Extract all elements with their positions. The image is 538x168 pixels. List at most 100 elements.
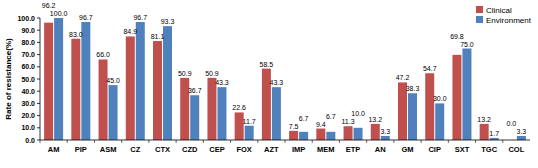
data-label: 10.0	[351, 110, 365, 117]
data-label: 45.0	[106, 77, 120, 84]
y-tick-label: 10.0	[21, 124, 35, 131]
data-label: 6.7	[299, 115, 309, 122]
x-tick-label: PIP	[75, 145, 87, 154]
y-tick-label: 70.0	[21, 51, 35, 58]
bar	[54, 18, 63, 140]
bar	[326, 132, 335, 140]
x-tick-label: CEP	[209, 145, 224, 154]
bar	[190, 95, 199, 140]
data-label: 30.0	[433, 95, 447, 102]
bar	[207, 78, 216, 140]
x-tick-label: GM	[401, 145, 413, 154]
bar	[44, 23, 53, 140]
bar	[425, 73, 434, 140]
x-tick	[421, 140, 422, 143]
y-tick	[37, 91, 40, 92]
x-tick	[67, 140, 68, 143]
data-label: 96.7	[79, 14, 93, 21]
bar	[153, 41, 162, 140]
data-label: 3.3	[380, 128, 390, 135]
x-tick-label: AN	[375, 145, 386, 154]
bar	[136, 22, 145, 140]
data-label: 36.7	[188, 87, 202, 94]
x-tick	[176, 140, 177, 143]
data-label: 43.3	[270, 79, 284, 86]
bar	[381, 136, 390, 140]
data-label: 69.8	[450, 33, 464, 40]
x-tick-label: ETP	[346, 145, 361, 154]
bar	[299, 132, 308, 140]
bars	[44, 18, 526, 140]
y-tick-label: 80.0	[21, 39, 35, 46]
data-label: 38.3	[406, 85, 420, 92]
y-tick	[37, 66, 40, 67]
y-tick-label: 90.0	[21, 27, 35, 34]
x-tick-label: SXT	[455, 145, 470, 154]
x-tick	[230, 140, 231, 143]
x-tick-label: AM	[48, 145, 60, 154]
x-tick	[339, 140, 340, 143]
y-tick-label: 40.0	[21, 88, 35, 95]
data-label: 83.0	[69, 31, 83, 38]
data-label: 66.0	[96, 51, 110, 58]
y-tick-label: 20.0	[21, 112, 35, 119]
x-tick	[121, 140, 122, 143]
data-label: 100.0	[50, 10, 68, 17]
y-tick-label: 0.0	[25, 137, 35, 144]
x-tick	[475, 140, 476, 143]
y-tick	[37, 140, 40, 141]
y-tick-label: 100.0	[17, 15, 35, 22]
bar	[517, 136, 526, 140]
x-tick-label: CZ	[130, 145, 140, 154]
x-tick	[366, 140, 367, 143]
bar	[371, 124, 380, 140]
x-tick	[257, 140, 258, 143]
x-tick	[40, 140, 41, 143]
bar	[354, 128, 363, 140]
x-tick	[285, 140, 286, 143]
data-label: 7.5	[289, 123, 299, 130]
bar	[99, 59, 108, 140]
data-label: 13.2	[368, 116, 382, 123]
data-label: 81.1	[151, 33, 165, 40]
legend-label: Environment	[486, 16, 532, 25]
x-tick-label: ASM	[100, 145, 117, 154]
bar	[245, 126, 254, 140]
data-label: 11.7	[243, 118, 256, 125]
y-tick	[37, 127, 40, 128]
bar	[235, 112, 244, 140]
x-tick	[148, 140, 149, 143]
x-tick	[448, 140, 449, 143]
legend: ClinicalEnvironment	[476, 6, 532, 25]
x-tick-label: COL	[508, 145, 524, 154]
data-label: 58.5	[260, 61, 274, 68]
x-tick-label: CTX	[155, 145, 170, 154]
x-tick	[94, 140, 95, 143]
data-label: 0.0	[507, 120, 517, 127]
bar	[480, 124, 489, 140]
bar	[452, 55, 461, 140]
y-tick	[37, 103, 40, 104]
data-label: 96.7	[133, 14, 147, 21]
legend-swatch	[476, 16, 483, 23]
bar	[462, 49, 471, 141]
x-tick-label: AZT	[264, 145, 279, 154]
y-tick	[37, 79, 40, 80]
data-label: 1.7	[489, 130, 499, 137]
bar	[109, 85, 118, 140]
data-label: 75.0	[460, 41, 474, 48]
bar	[316, 129, 325, 140]
y-tick-label: 50.0	[21, 76, 35, 83]
y-tick-label: 30.0	[21, 100, 35, 107]
x-tick	[393, 140, 394, 143]
data-label: 9.4	[316, 121, 326, 128]
data-label: 54.7	[423, 65, 437, 72]
bar	[435, 103, 444, 140]
bar	[126, 36, 135, 140]
bar	[217, 87, 226, 140]
y-tick-label: 60.0	[21, 63, 35, 70]
bar	[272, 87, 281, 140]
data-label: 3.3	[517, 128, 527, 135]
y-axis-title: Rate of resistance(%)	[4, 38, 13, 120]
data-label: 50.9	[178, 70, 192, 77]
